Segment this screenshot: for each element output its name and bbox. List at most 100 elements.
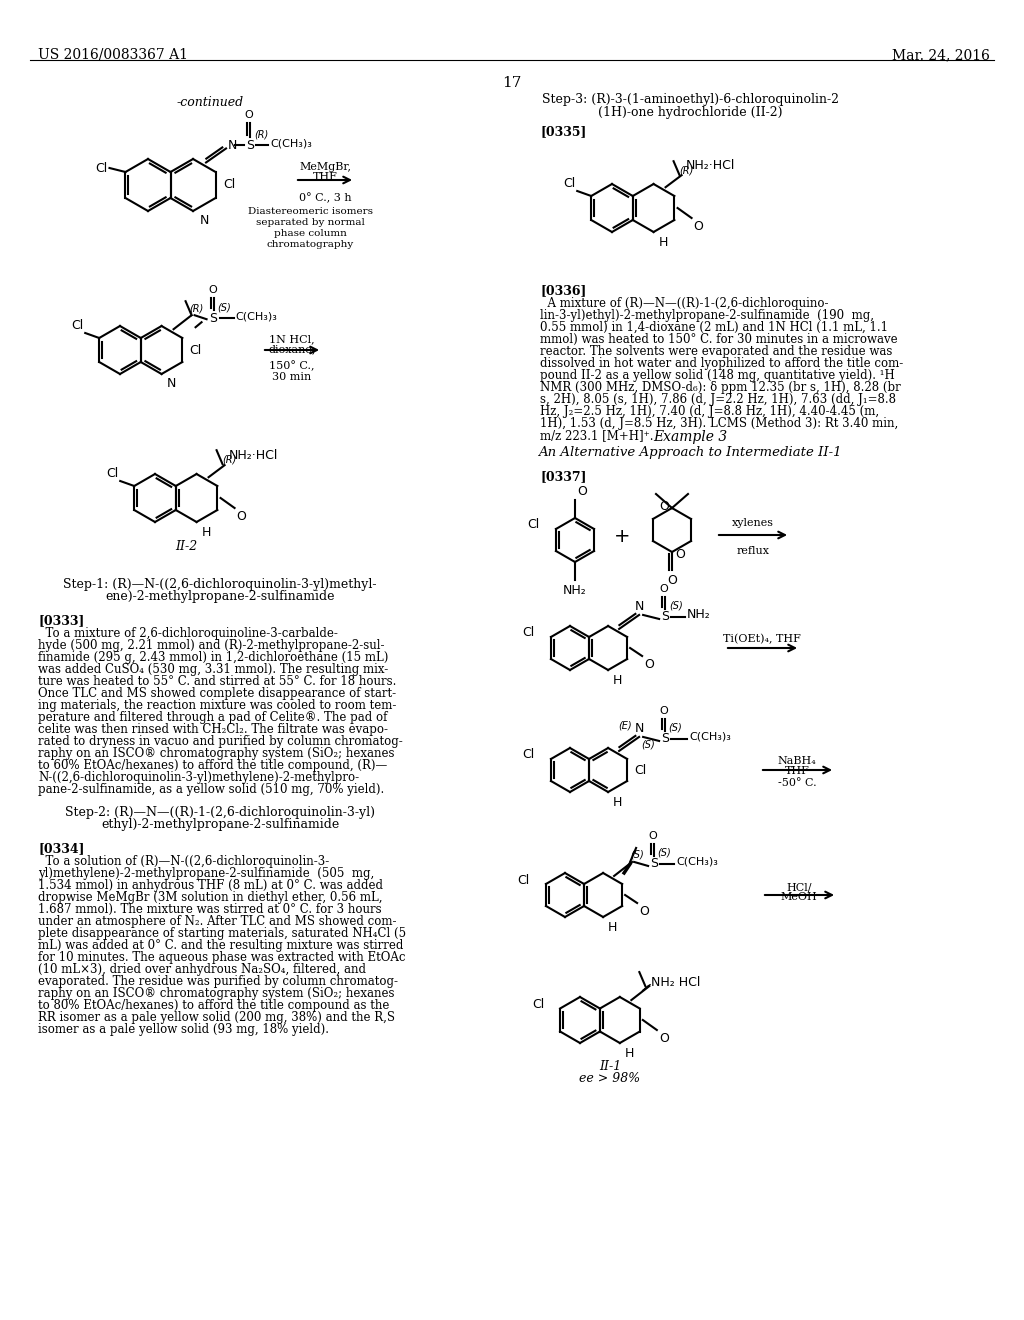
Text: (S): (S) [669,601,683,611]
Text: Cl: Cl [105,467,118,480]
Text: An Alternative Approach to Intermediate II-1: An Alternative Approach to Intermediate … [539,446,842,459]
Text: NaBH₄: NaBH₄ [777,756,816,766]
Text: Cl: Cl [71,319,83,333]
Text: rated to dryness in vacuo and purified by column chromatog-: rated to dryness in vacuo and purified b… [38,735,402,748]
Text: Cl: Cl [634,763,646,776]
Text: O: O [245,111,253,120]
Text: Hz, J₂=2.5 Hz, 1H), 7.40 (d, J=8.8 Hz, 1H), 4.40-4.45 (m,: Hz, J₂=2.5 Hz, 1H), 7.40 (d, J=8.8 Hz, 1… [540,405,880,418]
Text: chromatography: chromatography [266,240,353,249]
Text: perature and filtered through a pad of Celite®. The pad of: perature and filtered through a pad of C… [38,711,387,723]
Text: N: N [635,601,644,612]
Text: dioxane,: dioxane, [268,345,315,354]
Text: ee > 98%: ee > 98% [580,1072,640,1085]
Text: [0333]: [0333] [38,614,84,627]
Text: To a solution of (R)—N-((2,6-dichloroquinolin-3-: To a solution of (R)—N-((2,6-dichloroqui… [38,855,330,869]
Text: (R): (R) [189,304,204,313]
Text: (1H)-one hydrochloride (II-2): (1H)-one hydrochloride (II-2) [598,106,782,119]
Text: S: S [662,733,669,746]
Text: (S): (S) [630,850,644,859]
Text: S: S [246,139,254,152]
Text: NMR (300 MHz, DMSO-d₆): δ ppm 12.35 (br s, 1H), 8.28 (br: NMR (300 MHz, DMSO-d₆): δ ppm 12.35 (br … [540,381,901,393]
Text: yl)methylene)-2-methylpropane-2-sulfinamide  (505  mg,: yl)methylene)-2-methylpropane-2-sulfinam… [38,867,374,880]
Text: H: H [202,525,211,539]
Text: Cl: Cl [223,178,236,191]
Text: RR isomer as a pale yellow solid (200 mg, 38%) and the R,S: RR isomer as a pale yellow solid (200 mg… [38,1011,395,1024]
Text: S: S [650,858,658,870]
Text: O: O [659,499,669,512]
Text: O: O [658,1032,669,1045]
Text: 0.55 mmol) in 1,4-dioxane (2 mL) and 1N HCl (1.1 mL, 1.1: 0.55 mmol) in 1,4-dioxane (2 mL) and 1N … [540,321,888,334]
Text: H: H [658,236,669,248]
Text: 1.687 mmol). The mixture was stirred at 0° C. for 3 hours: 1.687 mmol). The mixture was stirred at … [38,903,382,916]
Text: -50° C.: -50° C. [777,777,816,788]
Text: raphy on an ISCO® chromatography system (SiO₂; hexanes: raphy on an ISCO® chromatography system … [38,987,394,1001]
Text: ing materials, the reaction mixture was cooled to room tem-: ing materials, the reaction mixture was … [38,700,396,711]
Text: Cl: Cl [522,748,535,762]
Text: O: O [693,220,703,234]
Text: (10 mL×3), dried over anhydrous Na₂SO₄, filtered, and: (10 mL×3), dried over anhydrous Na₂SO₄, … [38,964,366,975]
Text: 17: 17 [503,77,521,90]
Text: H: H [612,675,622,686]
Text: H: H [612,796,622,809]
Text: (S): (S) [657,847,671,858]
Text: 0° C., 3 h: 0° C., 3 h [299,193,351,203]
Text: (S): (S) [217,302,231,313]
Text: Mar. 24, 2016: Mar. 24, 2016 [892,48,990,62]
Text: ene)-2-methylpropane-2-sulfinamide: ene)-2-methylpropane-2-sulfinamide [105,590,335,603]
Text: HCl/: HCl/ [786,882,812,892]
Text: (E): (E) [618,721,632,731]
Text: dropwise MeMgBr (3M solution in diethyl ether, 0.56 mL,: dropwise MeMgBr (3M solution in diethyl … [38,891,383,904]
Text: THF: THF [312,172,338,182]
Text: C(CH₃)₃: C(CH₃)₃ [270,139,312,148]
Text: mmol) was heated to 150° C. for 30 minutes in a microwave: mmol) was heated to 150° C. for 30 minut… [540,333,898,346]
Text: Step-3: (R)-3-(1-aminoethyl)-6-chloroquinolin-2: Step-3: (R)-3-(1-aminoethyl)-6-chloroqui… [542,92,839,106]
Text: celite was then rinsed with CH₂Cl₂. The filtrate was evapo-: celite was then rinsed with CH₂Cl₂. The … [38,723,388,737]
Text: isomer as a pale yellow solid (93 mg, 18% yield).: isomer as a pale yellow solid (93 mg, 18… [38,1023,329,1036]
Text: m/z 223.1 [M+H]⁺.: m/z 223.1 [M+H]⁺. [540,429,653,442]
Text: (S): (S) [668,723,682,733]
Text: H: H [625,1047,634,1060]
Text: NH₂·HCl: NH₂·HCl [686,158,735,172]
Text: O: O [659,706,669,715]
Text: O: O [649,832,657,841]
Text: O: O [644,657,654,671]
Text: (R): (R) [680,165,694,176]
Text: N: N [635,722,644,735]
Text: raphy on an ISCO® chromatography system (SiO₂; hexanes: raphy on an ISCO® chromatography system … [38,747,394,760]
Text: Cl: Cl [531,998,544,1011]
Text: [0336]: [0336] [540,284,587,297]
Text: phase column: phase column [273,228,346,238]
Text: NH₂: NH₂ [563,583,587,597]
Text: O: O [659,583,669,594]
Text: reflux: reflux [736,546,769,556]
Text: pound II-2 as a yellow solid (148 mg, quantitative yield). ¹H: pound II-2 as a yellow solid (148 mg, qu… [540,370,895,381]
Text: (S): (S) [641,741,655,750]
Text: A mixture of (R)—N—((R)-1-(2,6-dichloroquino-: A mixture of (R)—N—((R)-1-(2,6-dichloroq… [540,297,828,310]
Text: 150° C.,: 150° C., [269,360,314,372]
Text: To a mixture of 2,6-dichloroquinoline-3-carbalde-: To a mixture of 2,6-dichloroquinoline-3-… [38,627,338,640]
Text: for 10 minutes. The aqueous phase was extracted with EtOAc: for 10 minutes. The aqueous phase was ex… [38,950,406,964]
Text: under an atmosphere of N₂. After TLC and MS showed com-: under an atmosphere of N₂. After TLC and… [38,915,396,928]
Text: Once TLC and MS showed complete disappearance of start-: Once TLC and MS showed complete disappea… [38,686,396,700]
Text: O: O [675,548,685,561]
Text: to 60% EtOAc/hexanes) to afford the title compound, (R)—: to 60% EtOAc/hexanes) to afford the titl… [38,759,387,772]
Text: II-2: II-2 [175,540,198,553]
Text: Step-2: (R)—N—((R)-1-(2,6-dichloroquinolin-3-yl): Step-2: (R)—N—((R)-1-(2,6-dichloroquinol… [65,807,375,818]
Text: Cl: Cl [95,161,108,174]
Text: O: O [237,510,247,523]
Text: N-((2,6-dichloroquinolin-3-yl)methylene)-2-methylpro-: N-((2,6-dichloroquinolin-3-yl)methylene)… [38,771,359,784]
Text: C(CH₃)₃: C(CH₃)₃ [236,312,278,321]
Text: finamide (295 g, 2.43 mmol) in 1,2-dichloroethane (15 mL): finamide (295 g, 2.43 mmol) in 1,2-dichl… [38,651,388,664]
Text: +: + [613,528,630,546]
Text: (R): (R) [222,454,237,465]
Text: Ti(OEt)₄, THF: Ti(OEt)₄, THF [723,634,801,644]
Text: O: O [577,484,587,498]
Text: Step-1: (R)—N-((2,6-dichloroquinolin-3-yl)methyl-: Step-1: (R)—N-((2,6-dichloroquinolin-3-y… [63,578,377,591]
Text: N: N [228,139,238,152]
Text: C(CH₃)₃: C(CH₃)₃ [689,733,731,742]
Text: 1H), 1.53 (d, J=8.5 Hz, 3H). LCMS (Method 3): Rt 3.40 min,: 1H), 1.53 (d, J=8.5 Hz, 3H). LCMS (Metho… [540,417,898,430]
Text: Cl: Cl [563,177,575,190]
Text: reactor. The solvents were evaporated and the residue was: reactor. The solvents were evaporated an… [540,345,892,358]
Text: dissolved in hot water and lyophilized to afford the title com-: dissolved in hot water and lyophilized t… [540,356,903,370]
Text: was added CuSO₄ (530 mg, 3.31 mmol). The resulting mix-: was added CuSO₄ (530 mg, 3.31 mmol). The… [38,663,388,676]
